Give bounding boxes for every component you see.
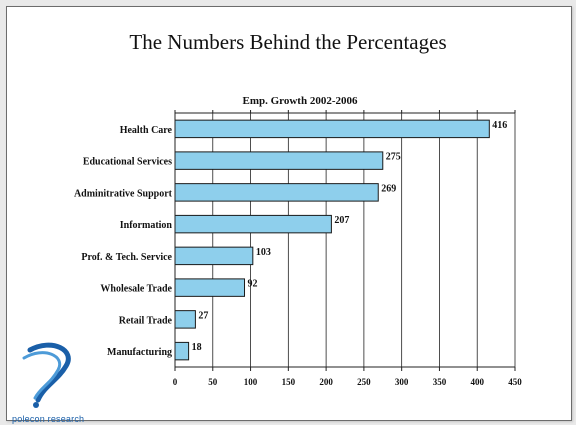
category-label: Prof. & Tech. Service bbox=[81, 252, 172, 263]
value-label: 92 bbox=[248, 279, 258, 290]
x-tick-label: 300 bbox=[395, 377, 409, 387]
bar bbox=[174, 310, 196, 329]
category-label: Manufacturing bbox=[107, 347, 172, 358]
x-tick-label: 250 bbox=[357, 377, 371, 387]
value-label: 275 bbox=[386, 152, 401, 163]
category-label: Wholesale Trade bbox=[100, 284, 172, 295]
logo-text: polecon research bbox=[12, 414, 85, 424]
slide bbox=[6, 6, 572, 421]
x-tick-label: 150 bbox=[282, 377, 296, 387]
bar bbox=[174, 246, 254, 266]
grid-lines bbox=[212, 113, 516, 367]
slide-title: The Numbers Behind the Percentages bbox=[129, 30, 447, 54]
value-label: 269 bbox=[381, 183, 396, 194]
value-label: 207 bbox=[334, 215, 349, 226]
category-label: Educational Services bbox=[83, 157, 172, 168]
bar bbox=[174, 278, 246, 297]
x-tick-label: 200 bbox=[319, 377, 333, 387]
x-tick-label: 50 bbox=[208, 377, 218, 387]
x-tick-label: 100 bbox=[244, 377, 258, 387]
bar bbox=[174, 151, 384, 170]
x-tick-label: 400 bbox=[470, 377, 484, 387]
value-label: 18 bbox=[192, 342, 202, 353]
bar bbox=[174, 214, 332, 234]
axes bbox=[174, 110, 516, 371]
value-label: 103 bbox=[256, 247, 271, 258]
bars bbox=[174, 119, 490, 361]
category-label: Adminitrative Support bbox=[74, 188, 173, 199]
x-tick-label: 0 bbox=[173, 377, 178, 387]
labels: 0 50 100 150 200 250 300 350 400 450 Health Care 41… bbox=[74, 120, 522, 387]
bar bbox=[174, 183, 379, 202]
category-label: Information bbox=[120, 220, 173, 231]
x-tick-label: 450 bbox=[508, 377, 522, 387]
category-label: Retail Trade bbox=[119, 315, 173, 326]
value-label: 416 bbox=[492, 120, 507, 131]
bar bbox=[174, 341, 190, 361]
polecon-logo-icon bbox=[22, 342, 71, 408]
x-tick-label: 350 bbox=[433, 377, 447, 387]
chart-title: Emp. Growth 2002-2006 bbox=[243, 95, 358, 107]
value-label: 27 bbox=[198, 310, 208, 321]
bar bbox=[174, 119, 490, 139]
category-label: Health Care bbox=[120, 125, 173, 136]
